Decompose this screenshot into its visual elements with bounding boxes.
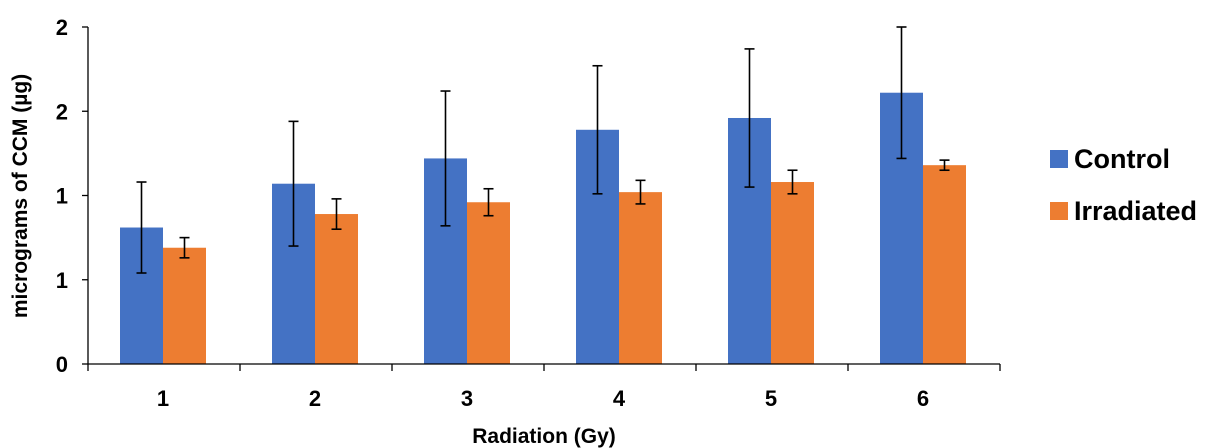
- x-tick-label: 4: [613, 386, 626, 411]
- x-tick-label: 2: [309, 386, 321, 411]
- y-tick-label: 1: [56, 184, 68, 209]
- y-tick-label: 2: [56, 99, 68, 124]
- y-tick-label: 1: [56, 268, 68, 293]
- legend-label-control: Control: [1074, 144, 1170, 174]
- x-tick-label: 6: [917, 386, 929, 411]
- axes: [87, 27, 1000, 365]
- bar-irradiated-5: [771, 182, 814, 364]
- x-axis-ticks: 1 2 3 4 5 6: [87, 364, 1001, 411]
- bars: [120, 92, 966, 365]
- x-tick-label: 5: [765, 386, 777, 411]
- bar-irradiated-1: [163, 247, 206, 364]
- y-axis-title: micrograms of CCM (µg): [9, 74, 32, 318]
- legend-swatch-irradiated: [1050, 202, 1068, 220]
- bar-irradiated-4: [619, 192, 662, 364]
- error-bars: [136, 26, 950, 274]
- y-tick-label: 2: [56, 15, 68, 40]
- y-tick-label: 0: [56, 352, 68, 377]
- x-axis-title: Radiation (Gy): [472, 425, 616, 448]
- bar-irradiated-2: [315, 214, 358, 364]
- x-tick-label: 1: [157, 386, 169, 411]
- legend: Control Irradiated: [1050, 144, 1197, 226]
- bar-irradiated-3: [467, 202, 510, 364]
- y-axis-ticks: 0 1 1 2 2: [56, 15, 88, 377]
- x-tick-label: 3: [461, 386, 473, 411]
- legend-swatch-control: [1050, 150, 1068, 168]
- bar-irradiated-6: [923, 165, 966, 364]
- legend-label-irradiated: Irradiated: [1074, 196, 1197, 226]
